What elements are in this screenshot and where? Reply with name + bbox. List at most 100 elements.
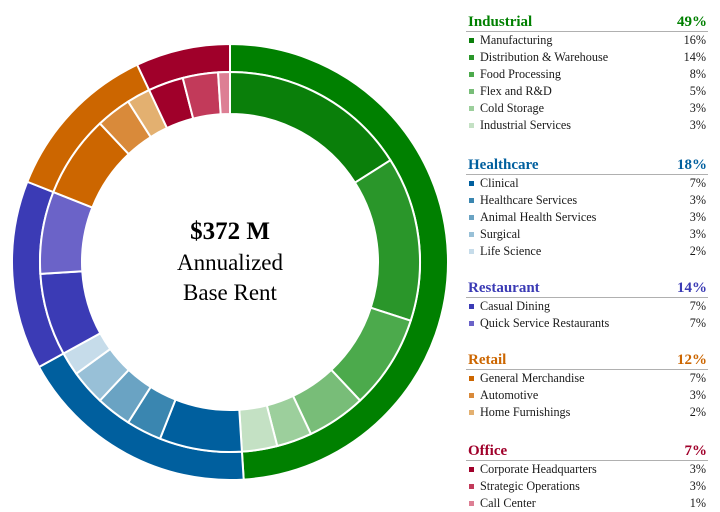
legend-item: Food Processing 8% <box>466 66 708 83</box>
legend-swatch <box>469 321 474 326</box>
legend-item-percent: 3% <box>689 462 706 476</box>
legend-item-label: Quick Service Restaurants <box>480 316 610 330</box>
inner-ring <box>39 70 421 453</box>
legend-item-percent: 7% <box>689 176 706 190</box>
legend-swatch <box>469 106 474 111</box>
legend-item: Clinical 7% <box>466 175 708 192</box>
legend-item: Automotive 3% <box>466 387 708 404</box>
legend-swatch <box>469 89 474 94</box>
legend-item-label: Home Furnishings <box>480 405 571 419</box>
legend-item-percent: 3% <box>689 193 706 207</box>
legend-item-percent: 7% <box>689 316 706 330</box>
legend-group-office: Office 7% Corporate Headquarters 3% Strat… <box>466 442 708 512</box>
legend-item-label: Flex and R&D <box>480 84 552 98</box>
legend-item-label: Distribution & Warehouse <box>480 50 609 64</box>
legend-group-name: Office <box>468 443 508 459</box>
legend-swatch <box>469 38 474 43</box>
legend-item: Industrial Services 3% <box>466 117 708 134</box>
legend-group-percent: 14% <box>677 280 707 296</box>
legend-item-percent: 8% <box>689 67 706 81</box>
legend-item-percent: 14% <box>683 50 706 64</box>
legend-group-name: Industrial <box>468 14 533 30</box>
legend-item: Cold Storage 3% <box>466 100 708 117</box>
legend-item: Animal Health Services 3% <box>466 209 708 226</box>
legend-swatch <box>469 410 474 415</box>
legend-swatch <box>469 232 474 237</box>
legend-item: General Merchandise 7% <box>466 370 708 387</box>
legend-item-label: Healthcare Services <box>480 193 578 207</box>
legend-item-percent: 3% <box>689 101 706 115</box>
legend-item: Surgical 3% <box>466 226 708 243</box>
legend-item: Flex and R&D 5% <box>466 83 708 100</box>
legend-item: Distribution & Warehouse 14% <box>466 49 708 66</box>
legend-item-label: Life Science <box>480 244 542 258</box>
legend-group-name: Restaurant <box>468 280 540 296</box>
legend-item-label: Automotive <box>480 388 539 402</box>
legend-item-label: Surgical <box>480 227 521 241</box>
inner-slice-call-center <box>217 70 231 116</box>
legend-swatch <box>469 249 474 254</box>
legend-item: Call Center 1% <box>466 495 708 512</box>
legend-item-label: Corporate Headquarters <box>480 462 597 476</box>
legend-item-percent: 5% <box>689 84 706 98</box>
legend-item-percent: 3% <box>689 210 706 224</box>
legend-item-label: General Merchandise <box>480 371 585 385</box>
legend-item: Casual Dining 7% <box>466 298 708 315</box>
legend-group-restaurant: Restaurant 14% Casual Dining 7% Quick Ser… <box>466 279 708 332</box>
legend-swatch <box>469 198 474 203</box>
legend-group-industrial: Industrial 49% Manufacturing 16% Distribu… <box>466 13 708 134</box>
legend-group-header: Office 7% <box>466 442 708 461</box>
legend-item-percent: 2% <box>689 244 706 258</box>
legend-item: Strategic Operations 3% <box>466 478 708 495</box>
legend-group-header: Restaurant 14% <box>466 279 708 298</box>
legend-swatch <box>469 376 474 381</box>
legend-item-label: Clinical <box>480 176 519 190</box>
legend: Industrial 49% Manufacturing 16% Distribu… <box>466 13 708 512</box>
legend-group-header: Healthcare 18% <box>466 156 708 175</box>
legend-item: Home Furnishings 2% <box>466 404 708 421</box>
legend-swatch <box>469 501 474 506</box>
legend-item: Life Science 2% <box>466 243 708 260</box>
legend-swatch <box>469 55 474 60</box>
legend-group-name: Retail <box>468 352 507 368</box>
legend-swatch <box>469 393 474 398</box>
legend-item-percent: 16% <box>683 33 706 47</box>
legend-group-retail: Retail 12% General Merchandise 7% Automot… <box>466 351 708 421</box>
legend-swatch <box>469 304 474 309</box>
center-label-line2: Base Rent <box>183 280 278 305</box>
legend-item-percent: 7% <box>689 299 706 313</box>
legend-group-percent: 18% <box>677 157 707 173</box>
legend-group-percent: 12% <box>677 352 707 368</box>
legend-group-name: Healthcare <box>468 157 539 173</box>
legend-swatch <box>469 484 474 489</box>
legend-swatch <box>469 215 474 220</box>
legend-item-percent: 3% <box>689 388 706 402</box>
legend-swatch <box>469 181 474 186</box>
legend-item-label: Strategic Operations <box>480 479 580 493</box>
legend-item-label: Industrial Services <box>480 118 572 132</box>
legend-item-label: Casual Dining <box>480 299 551 313</box>
legend-swatch <box>469 467 474 472</box>
legend-swatch <box>469 72 474 77</box>
legend-item-percent: 2% <box>689 405 706 419</box>
legend-group-percent: 7% <box>684 443 708 459</box>
legend-item-percent: 3% <box>689 118 706 132</box>
legend-item: Corporate Headquarters 3% <box>466 461 708 478</box>
legend-item-percent: 3% <box>689 227 706 241</box>
legend-item-label: Manufacturing <box>480 33 553 47</box>
center-amount: $372 M <box>190 218 270 245</box>
legend-swatch <box>469 123 474 128</box>
legend-item-label: Cold Storage <box>480 101 544 115</box>
legend-item: Manufacturing 16% <box>466 32 708 49</box>
legend-item-percent: 7% <box>689 371 706 385</box>
legend-item-label: Call Center <box>480 496 536 510</box>
legend-item-label: Food Processing <box>480 67 561 81</box>
legend-item-percent: 1% <box>689 496 706 510</box>
donut-chart: $372 M Annualized Base Rent <box>11 42 450 481</box>
legend-item: Quick Service Restaurants 7% <box>466 315 708 332</box>
center-label-line1: Annualized <box>177 250 284 275</box>
legend-item-label: Animal Health Services <box>480 210 597 224</box>
legend-group-header: Retail 12% <box>466 351 708 370</box>
legend-item: Healthcare Services 3% <box>466 192 708 209</box>
legend-group-header: Industrial 49% <box>466 13 708 32</box>
